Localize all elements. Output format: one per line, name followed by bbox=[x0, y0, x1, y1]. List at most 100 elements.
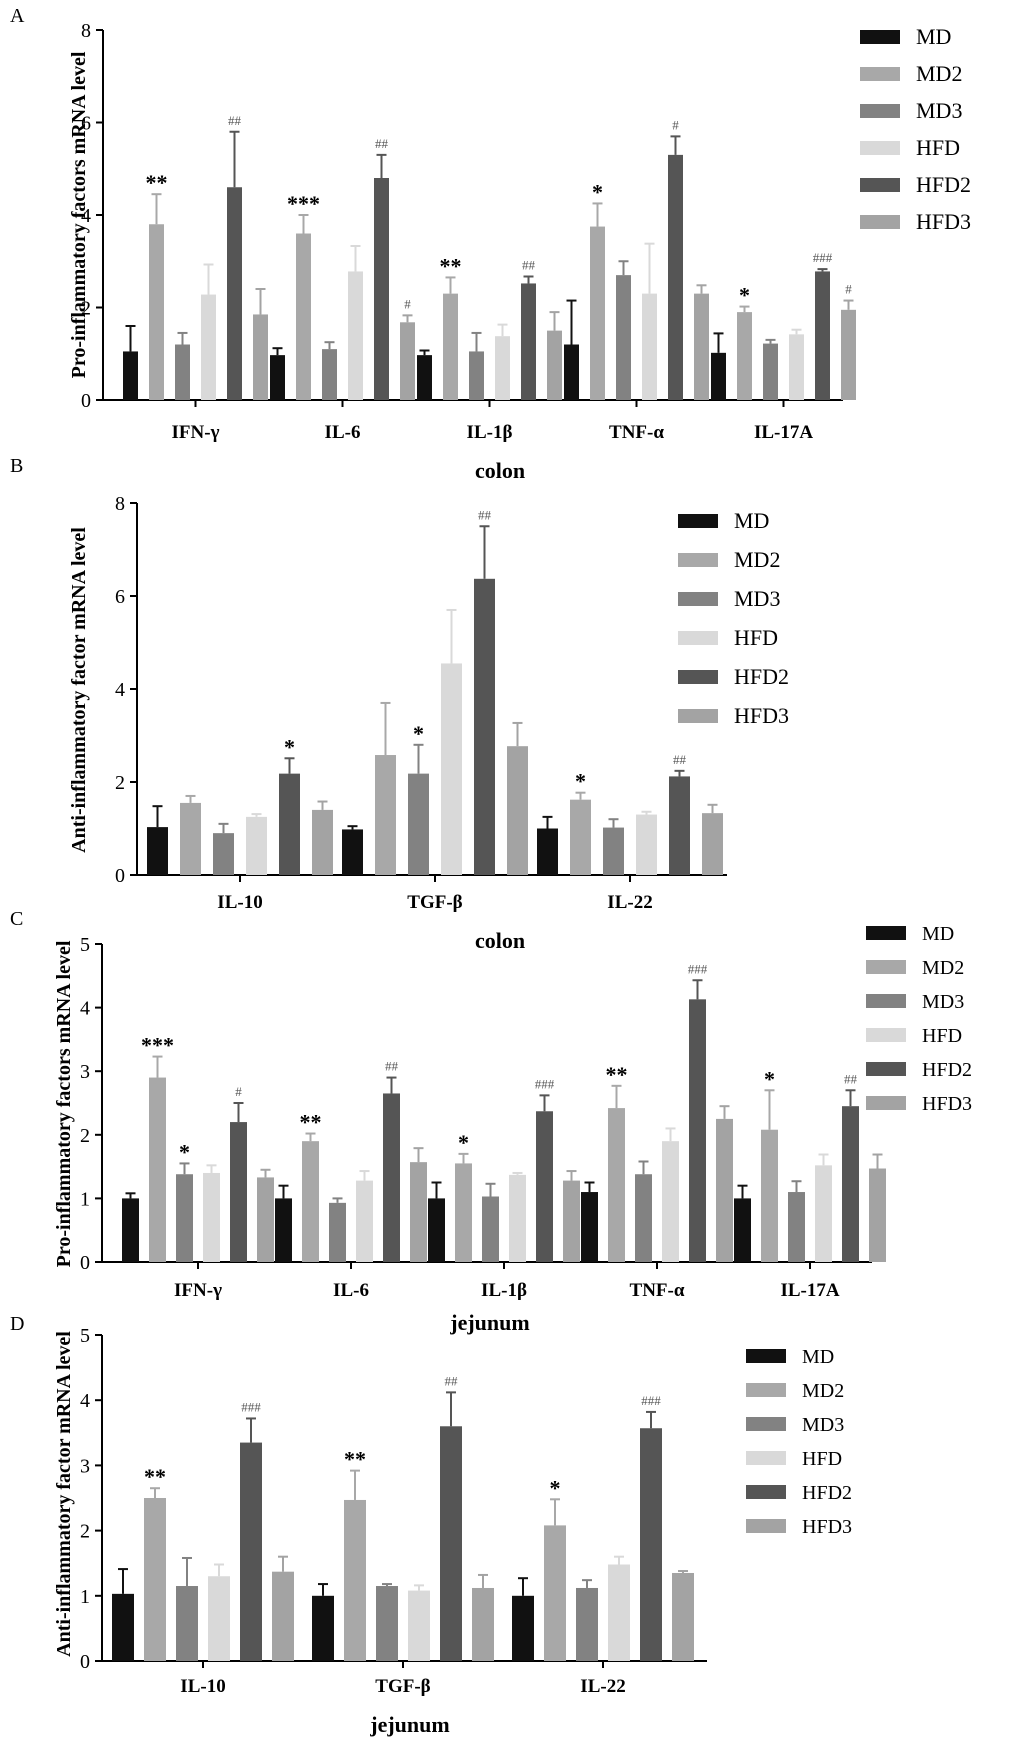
panel-letter: A bbox=[10, 5, 25, 27]
x-tick-label: IL-1β bbox=[467, 422, 513, 443]
bar bbox=[342, 829, 363, 875]
bar bbox=[441, 663, 462, 875]
y-tick-label: 5 bbox=[80, 1325, 90, 1347]
x-tick-label: IL-17A bbox=[754, 422, 813, 443]
significance-label: # bbox=[404, 296, 411, 311]
significance-label: ## bbox=[478, 507, 492, 522]
x-tick-label: IL-10 bbox=[217, 892, 262, 913]
bar bbox=[842, 1106, 859, 1262]
y-tick-label: 4 bbox=[80, 998, 90, 1020]
legend-label: MD2 bbox=[916, 61, 962, 86]
x-tick-label: IL-10 bbox=[180, 1676, 225, 1697]
significance-label: ### bbox=[641, 1393, 661, 1408]
bar bbox=[257, 1177, 274, 1262]
bar bbox=[536, 1111, 553, 1262]
legend-label: HFD2 bbox=[734, 664, 789, 689]
bar bbox=[469, 351, 484, 400]
y-tick-label: 8 bbox=[115, 493, 125, 515]
bar bbox=[668, 154, 683, 400]
bar bbox=[616, 275, 631, 400]
bar bbox=[253, 314, 268, 400]
bar bbox=[344, 1499, 366, 1661]
legend-swatch bbox=[860, 30, 900, 44]
bar bbox=[482, 1196, 499, 1262]
bar bbox=[149, 224, 164, 400]
legend-label: MD2 bbox=[922, 957, 964, 979]
bar bbox=[312, 1595, 334, 1661]
significance-label: ### bbox=[813, 250, 833, 265]
bar bbox=[175, 344, 190, 400]
significance-label: * bbox=[458, 1130, 469, 1155]
x-tick-label: IFN-γ bbox=[174, 1280, 222, 1301]
bar bbox=[608, 1108, 625, 1262]
y-axis-label: Pro-inflammatory factors mRNA level bbox=[68, 51, 90, 378]
bar bbox=[203, 1172, 220, 1262]
bar bbox=[112, 1593, 134, 1661]
significance-label: * bbox=[550, 1475, 561, 1500]
legend-label: HFD2 bbox=[922, 1059, 972, 1081]
legend-swatch bbox=[866, 1096, 906, 1110]
bar bbox=[322, 349, 337, 400]
y-tick-label: 3 bbox=[80, 1455, 90, 1477]
bar bbox=[640, 1428, 662, 1661]
bar bbox=[603, 827, 624, 875]
significance-label: ## bbox=[445, 1373, 459, 1388]
significance-label: ## bbox=[385, 1059, 399, 1074]
legend-label: HFD bbox=[802, 1448, 842, 1470]
bar bbox=[455, 1163, 472, 1262]
legend-swatch bbox=[746, 1349, 786, 1363]
bar bbox=[147, 827, 168, 875]
x-tick-label: IL-1β bbox=[481, 1280, 527, 1301]
bar bbox=[689, 999, 706, 1262]
significance-label: ### bbox=[535, 1076, 555, 1091]
bar bbox=[788, 1192, 805, 1262]
bar bbox=[275, 1198, 292, 1262]
bar bbox=[348, 271, 363, 400]
x-tick-label: TGF-β bbox=[375, 1676, 430, 1697]
tissue-caption: jejunum bbox=[369, 1712, 449, 1737]
bar bbox=[440, 1426, 462, 1661]
bar bbox=[408, 1590, 430, 1661]
significance-label: ## bbox=[673, 752, 687, 767]
y-tick-label: 2 bbox=[115, 772, 125, 794]
bar bbox=[737, 312, 752, 400]
x-tick-label: TGF-β bbox=[407, 892, 462, 913]
legend-label: MD2 bbox=[802, 1380, 844, 1402]
bar bbox=[201, 294, 216, 400]
significance-label: * bbox=[413, 721, 424, 746]
legend: MD MD2 MD3 HFD HFD2 HFD3 bbox=[746, 1346, 852, 1538]
legend-label: HFD3 bbox=[734, 703, 789, 728]
significance-label: ** bbox=[440, 253, 462, 278]
legend-swatch bbox=[746, 1383, 786, 1397]
significance-label: * bbox=[284, 734, 295, 759]
bar bbox=[375, 755, 396, 875]
bar bbox=[509, 1174, 526, 1262]
bar bbox=[144, 1498, 166, 1661]
bar bbox=[869, 1168, 886, 1262]
bar bbox=[122, 1198, 139, 1262]
legend-label: MD bbox=[802, 1346, 834, 1368]
x-tick-label: IL-6 bbox=[333, 1280, 369, 1301]
legend-swatch bbox=[678, 514, 718, 528]
bar bbox=[383, 1093, 400, 1262]
bar bbox=[537, 828, 558, 875]
bar bbox=[635, 1174, 652, 1262]
legend-swatch bbox=[678, 592, 718, 606]
bar bbox=[815, 271, 830, 400]
y-tick-label: 2 bbox=[80, 1521, 90, 1543]
legend-swatch bbox=[860, 141, 900, 155]
legend-label: MD bbox=[734, 508, 769, 533]
y-tick-label: 4 bbox=[81, 205, 91, 227]
y-axis-label: Anti-inflammatory factor mRNA level bbox=[68, 527, 90, 853]
legend-label: HFD3 bbox=[916, 209, 971, 234]
x-tick-label: IL-22 bbox=[607, 892, 652, 913]
significance-label: *** bbox=[287, 191, 320, 216]
bar bbox=[410, 1162, 427, 1262]
legend-swatch bbox=[678, 553, 718, 567]
x-tick-label: IL-22 bbox=[580, 1676, 625, 1697]
significance-label: * bbox=[179, 1139, 190, 1164]
bar bbox=[296, 233, 311, 400]
